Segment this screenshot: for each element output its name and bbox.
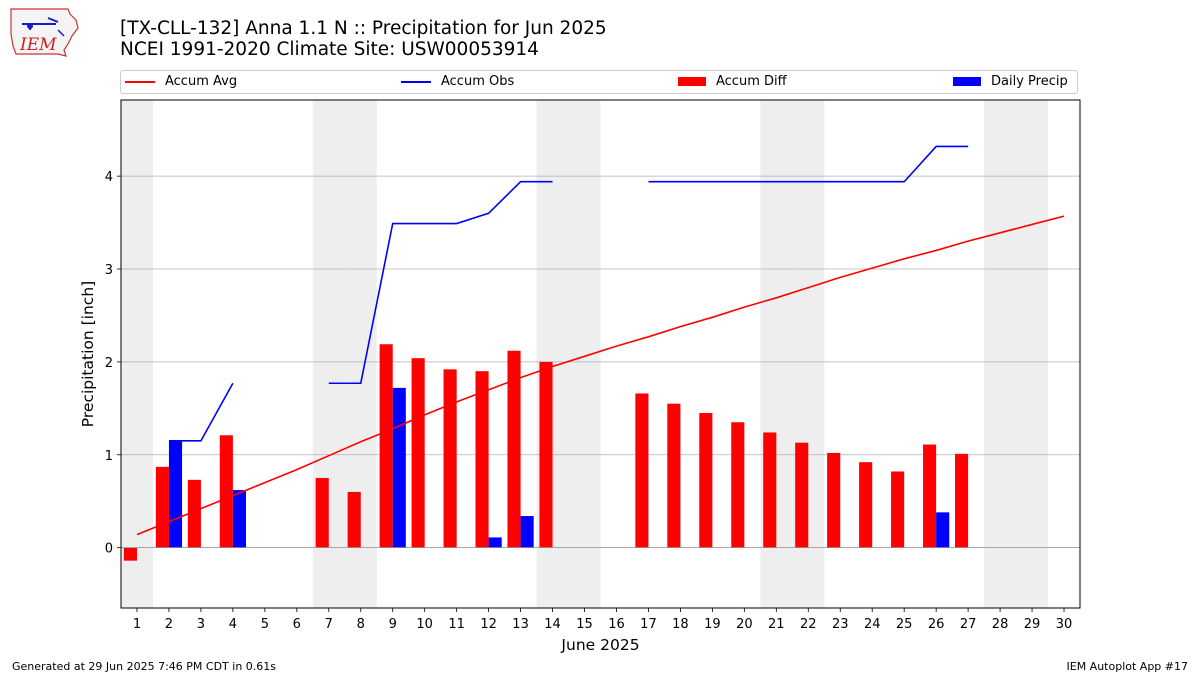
accum-diff-bar xyxy=(795,442,809,548)
accum-diff-bar xyxy=(379,344,393,548)
y-tick-label: 2 xyxy=(105,356,113,371)
generated-timestamp: Generated at 29 Jun 2025 7:46 PM CDT in … xyxy=(12,660,277,673)
x-tick-label: 24 xyxy=(864,617,881,632)
x-tick-label: 14 xyxy=(544,617,561,632)
accum-diff-bar xyxy=(155,466,169,548)
weekend-shade xyxy=(121,100,153,608)
daily-precip-bar xyxy=(392,387,406,548)
x-tick-label: 23 xyxy=(832,617,849,632)
legend-swatch-daily-precip xyxy=(953,77,981,86)
daily-precip-bar xyxy=(488,537,502,548)
daily-precip-bar xyxy=(520,516,534,548)
x-tick-label: 6 xyxy=(293,617,301,632)
x-tick-label: 15 xyxy=(576,617,593,632)
accum-diff-bar xyxy=(763,432,777,548)
x-tick-label: 16 xyxy=(608,617,625,632)
x-tick-label: 8 xyxy=(357,617,365,632)
accum-diff-bar xyxy=(891,471,905,548)
legend-item-accum-avg: Accum Avg xyxy=(125,74,237,90)
legend-item-accum-diff: Accum Diff xyxy=(678,74,787,90)
x-tick-label: 21 xyxy=(768,617,785,632)
legend-label-accum-avg: Accum Avg xyxy=(165,74,238,89)
accum-diff-bar xyxy=(731,422,745,548)
x-tick-label: 27 xyxy=(960,617,977,632)
y-tick-label: 0 xyxy=(105,542,113,557)
accum-diff-bar xyxy=(507,350,521,548)
x-tick-label: 19 xyxy=(704,617,721,632)
accum-diff-bar xyxy=(411,358,425,548)
accum-obs-line xyxy=(168,382,234,442)
y-tick-label: 3 xyxy=(105,263,113,278)
weekend-shade xyxy=(984,100,1017,608)
accum-diff-bar xyxy=(347,491,361,548)
accum-diff-bar xyxy=(315,477,329,548)
x-tick-label: 4 xyxy=(229,617,237,632)
x-tick-label: 1 xyxy=(133,617,141,632)
weekend-shade xyxy=(1016,100,1049,608)
x-tick-label: 22 xyxy=(800,617,817,632)
x-tick-label: 5 xyxy=(261,617,269,632)
x-tick-label: 29 xyxy=(1024,617,1041,632)
y-tick-label: 4 xyxy=(105,170,113,185)
accum-diff-bar xyxy=(475,371,489,548)
x-tick-label: 3 xyxy=(197,617,205,632)
plot-frame xyxy=(120,99,1081,609)
y-axis-label: Precipitation [inch] xyxy=(79,281,97,427)
logo-text: IEM xyxy=(19,35,57,55)
x-tick-label: 13 xyxy=(512,617,529,632)
x-tick-label: 18 xyxy=(672,617,689,632)
accum-diff-bar xyxy=(923,444,937,548)
accum-diff-bar xyxy=(635,393,649,548)
x-tick-label: 7 xyxy=(325,617,333,632)
x-tick-label: 30 xyxy=(1056,617,1073,632)
accum-diff-bar xyxy=(123,547,137,561)
x-tick-label: 25 xyxy=(896,617,913,632)
legend-swatch-accum-diff xyxy=(678,77,706,86)
legend-swatch-accum-avg xyxy=(125,80,155,83)
iem-logo: IEM xyxy=(8,6,82,60)
legend-item-daily-precip: Daily Precip xyxy=(953,74,1068,90)
weekend-shade xyxy=(568,100,601,608)
x-tick-label: 11 xyxy=(448,617,465,632)
app-credit: IEM Autoplot App #17 xyxy=(1066,660,1189,673)
accum-obs-line xyxy=(648,145,969,183)
accum-diff-bar xyxy=(187,479,201,548)
chart-title: [TX-CLL-132] Anna 1.1 N :: Precipitation… xyxy=(120,18,607,60)
legend-label-accum-obs: Accum Obs xyxy=(441,74,515,89)
x-tick-label: 2 xyxy=(165,617,173,632)
x-tick-label: 9 xyxy=(389,617,397,632)
legend-swatch-accum-obs xyxy=(401,80,431,83)
accum-diff-bar xyxy=(699,412,713,548)
title-line-1: [TX-CLL-132] Anna 1.1 N :: Precipitation… xyxy=(120,18,607,39)
x-axis-label: June 2025 xyxy=(560,636,639,654)
legend: Accum Avg Accum Obs Accum Diff Daily Pre… xyxy=(120,70,1078,94)
x-tick-label: 12 xyxy=(480,617,497,632)
title-line-2: NCEI 1991-2020 Climate Site: USW00053914 xyxy=(120,39,539,60)
accum-obs-line xyxy=(328,180,553,385)
x-tick-label: 20 xyxy=(736,617,753,632)
legend-label-accum-diff: Accum Diff xyxy=(716,74,787,89)
x-tick-label: 26 xyxy=(928,617,945,632)
x-tick-label: 10 xyxy=(416,617,433,632)
accum-diff-bar xyxy=(827,452,841,548)
y-tick-label: 1 xyxy=(105,449,113,464)
x-tick-label: 28 xyxy=(992,617,1009,632)
daily-precip-bar xyxy=(232,490,246,548)
accum-diff-bar xyxy=(219,435,233,548)
accum-diff-bar xyxy=(859,462,873,548)
iem-logo-graphic: IEM xyxy=(10,8,79,57)
accum-diff-bar xyxy=(955,453,969,548)
accum-diff-bar xyxy=(667,403,681,548)
accum-diff-bar xyxy=(539,361,553,548)
accum-avg-line xyxy=(136,215,1065,536)
x-tick-label: 17 xyxy=(640,617,657,632)
accum-diff-bar xyxy=(443,369,457,548)
legend-label-daily-precip: Daily Precip xyxy=(991,74,1068,89)
daily-precip-bar xyxy=(936,512,950,548)
legend-item-accum-obs: Accum Obs xyxy=(401,74,514,90)
daily-precip-bar xyxy=(168,440,183,548)
